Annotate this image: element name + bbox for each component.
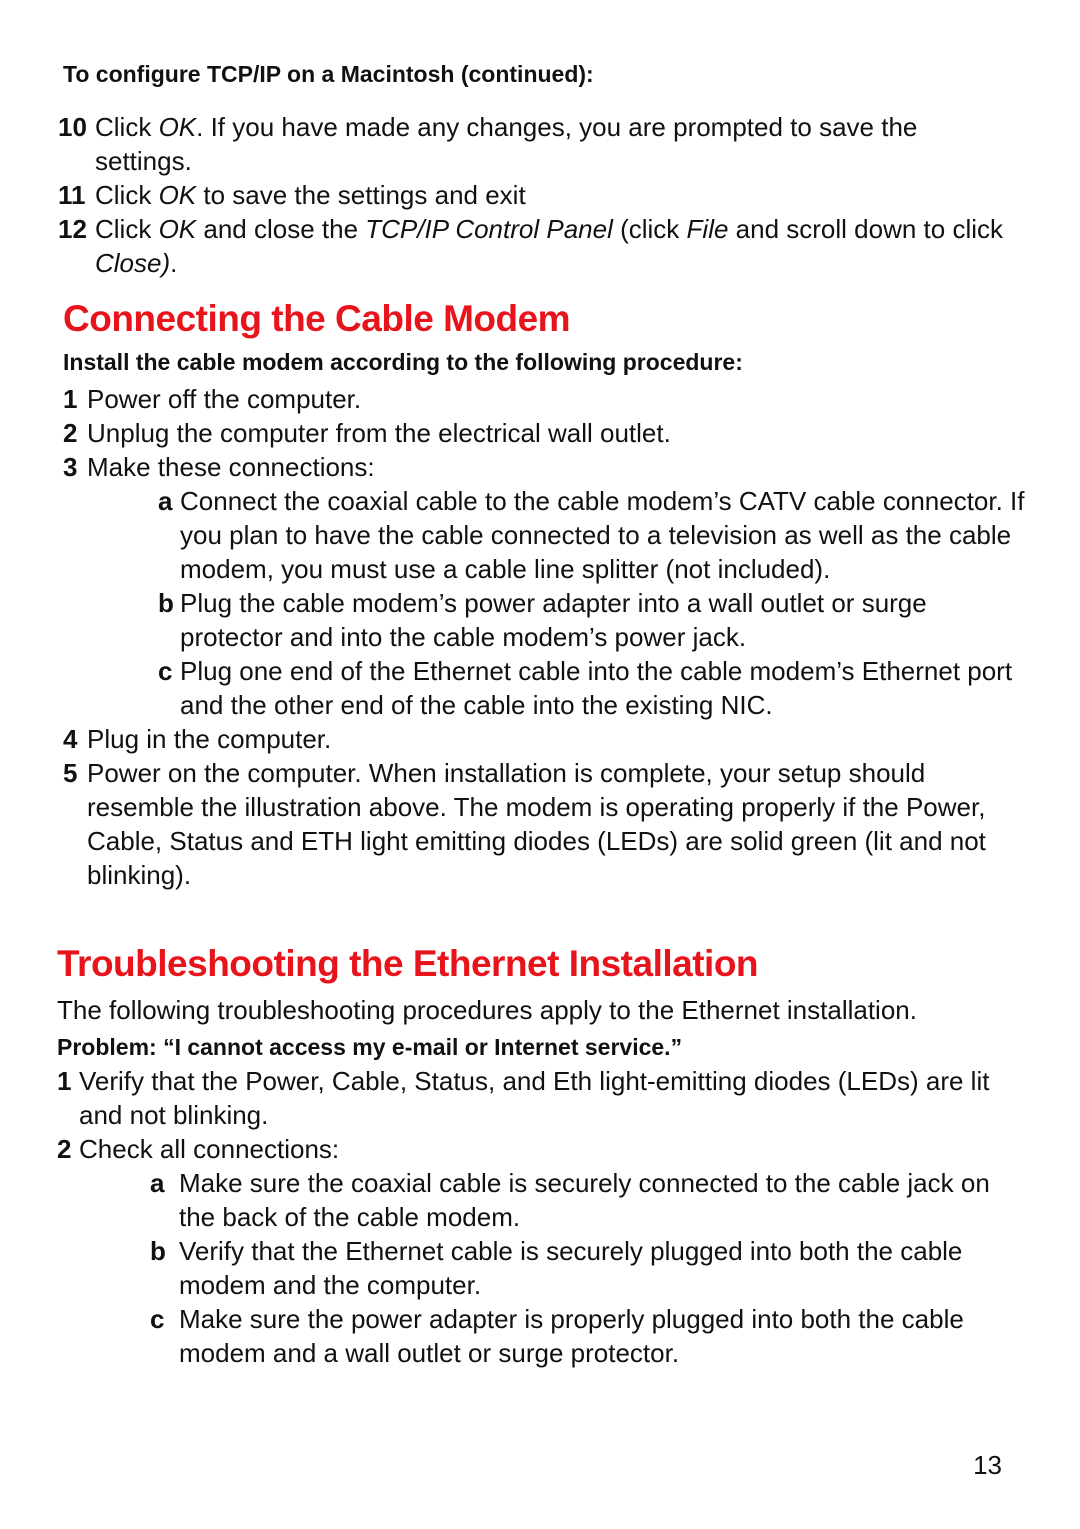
text: Plug in the computer. bbox=[87, 724, 332, 754]
step-number: 11 bbox=[58, 180, 86, 210]
step: 12 Click OK and close the TCP/IP Control … bbox=[58, 212, 1005, 280]
step-number: 12 bbox=[58, 214, 87, 244]
text: Make sure the power adapter is properly … bbox=[179, 1304, 964, 1368]
step-number: 4 bbox=[63, 724, 78, 754]
substep: a Make sure the coaxial cable is securely… bbox=[150, 1166, 1030, 1234]
text: Make these connections: bbox=[87, 452, 375, 482]
text: (click bbox=[612, 214, 687, 244]
substep-letter: c bbox=[150, 1304, 165, 1334]
step: 11 Click OK to save the settings and exit bbox=[58, 178, 1005, 212]
italic-text: TCP/IP Control Panel bbox=[365, 214, 613, 244]
step-list: 1 Verify that the Power, Cable, Status, a… bbox=[57, 1064, 1030, 1370]
text: Plug the cable modem’s power adapter int… bbox=[180, 588, 927, 652]
text: . If you have made any changes, you are … bbox=[95, 112, 918, 176]
text: Plug one end of the Ethernet cable into … bbox=[180, 656, 1013, 720]
substep: a Connect the coaxial cable to the cable … bbox=[158, 484, 1035, 586]
step: 4 Plug in the computer. bbox=[63, 722, 1035, 756]
paragraph: The following troubleshooting procedures… bbox=[57, 995, 917, 1025]
substep: c Make sure the power adapter is properly… bbox=[150, 1302, 1030, 1370]
step-number: 1 bbox=[63, 384, 78, 414]
text: Click bbox=[95, 180, 159, 210]
text: . bbox=[170, 248, 178, 278]
text: Make sure the coaxial cable is securely … bbox=[179, 1168, 990, 1232]
step: 2 Unplug the computer from the electrical… bbox=[63, 416, 1035, 450]
step: 10 Click OK. If you have made any changes… bbox=[58, 110, 1005, 178]
text: to save the settings and exit bbox=[196, 180, 526, 210]
step: 1 Power off the computer. bbox=[63, 382, 1035, 416]
substep-letter: c bbox=[158, 656, 173, 686]
substep-letter: a bbox=[150, 1168, 165, 1198]
substep-letter: b bbox=[158, 588, 174, 618]
substep: b Plug the cable modem’s power adapter in… bbox=[158, 586, 1035, 654]
text: Click bbox=[95, 112, 159, 142]
text: Click bbox=[95, 214, 159, 244]
text: Connect the coaxial cable to the cable m… bbox=[180, 486, 1025, 584]
text: and scroll down to click bbox=[728, 214, 1003, 244]
step: 2 Check all connections: bbox=[57, 1132, 1030, 1166]
step-number: 3 bbox=[63, 452, 78, 482]
section-title: Troubleshooting the Ethernet Installatio… bbox=[57, 943, 759, 984]
substep: b Verify that the Ethernet cable is secur… bbox=[150, 1234, 1030, 1302]
step-list: 10 Click OK. If you have made any changes… bbox=[58, 110, 1005, 280]
text: Verify that the Ethernet cable is secure… bbox=[179, 1236, 963, 1300]
section-heading: To configure TCP/IP on a Macintosh (cont… bbox=[63, 61, 594, 87]
text: Check all connections: bbox=[79, 1134, 340, 1164]
procedure-intro: Install the cable modem according to the… bbox=[63, 349, 743, 375]
text: Verify that the Power, Cable, Status, an… bbox=[79, 1066, 990, 1130]
step-number: 1 bbox=[57, 1066, 72, 1096]
text: Power on the computer. When installation… bbox=[87, 758, 986, 890]
italic-text: Close) bbox=[95, 248, 171, 278]
step-number: 2 bbox=[57, 1134, 72, 1164]
italic-text: OK bbox=[158, 112, 197, 142]
substep-letter: a bbox=[158, 486, 173, 516]
text: Power off the computer. bbox=[87, 384, 362, 414]
text: Unplug the computer from the electrical … bbox=[87, 418, 671, 448]
step-number: 5 bbox=[63, 758, 78, 788]
substep: c Plug one end of the Ethernet cable into… bbox=[158, 654, 1035, 722]
step-number: 2 bbox=[63, 418, 78, 448]
problem-heading: Problem: “I cannot access my e-mail or I… bbox=[57, 1034, 683, 1060]
step: 5 Power on the computer. When installatio… bbox=[63, 756, 1035, 892]
page-number: 13 bbox=[973, 1450, 1002, 1480]
step-number: 10 bbox=[58, 112, 87, 142]
step-list: 1 Power off the computer. 2 Unplug the comp… bbox=[63, 382, 1035, 892]
step: 3 Make these connections: bbox=[63, 450, 1035, 484]
step: 1 Verify that the Power, Cable, Status, a… bbox=[57, 1064, 1030, 1132]
italic-text: OK bbox=[158, 214, 197, 244]
italic-text: OK bbox=[158, 180, 197, 210]
section-title: Connecting the Cable Modem bbox=[63, 298, 571, 339]
italic-text: File bbox=[686, 214, 729, 244]
text: and close the bbox=[196, 214, 366, 244]
substep-letter: b bbox=[150, 1236, 166, 1266]
